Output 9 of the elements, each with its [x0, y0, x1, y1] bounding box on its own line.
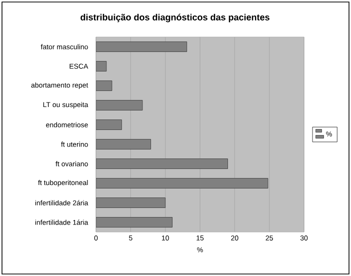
bar — [96, 120, 122, 130]
bar — [96, 217, 172, 228]
bar — [96, 178, 268, 188]
bar — [96, 42, 188, 52]
bar — [96, 198, 166, 208]
bar — [96, 158, 228, 169]
bar — [96, 100, 143, 110]
bar — [96, 139, 151, 150]
chart-title: distribuição dos diagnósticos das pacientes — [80, 14, 270, 22]
